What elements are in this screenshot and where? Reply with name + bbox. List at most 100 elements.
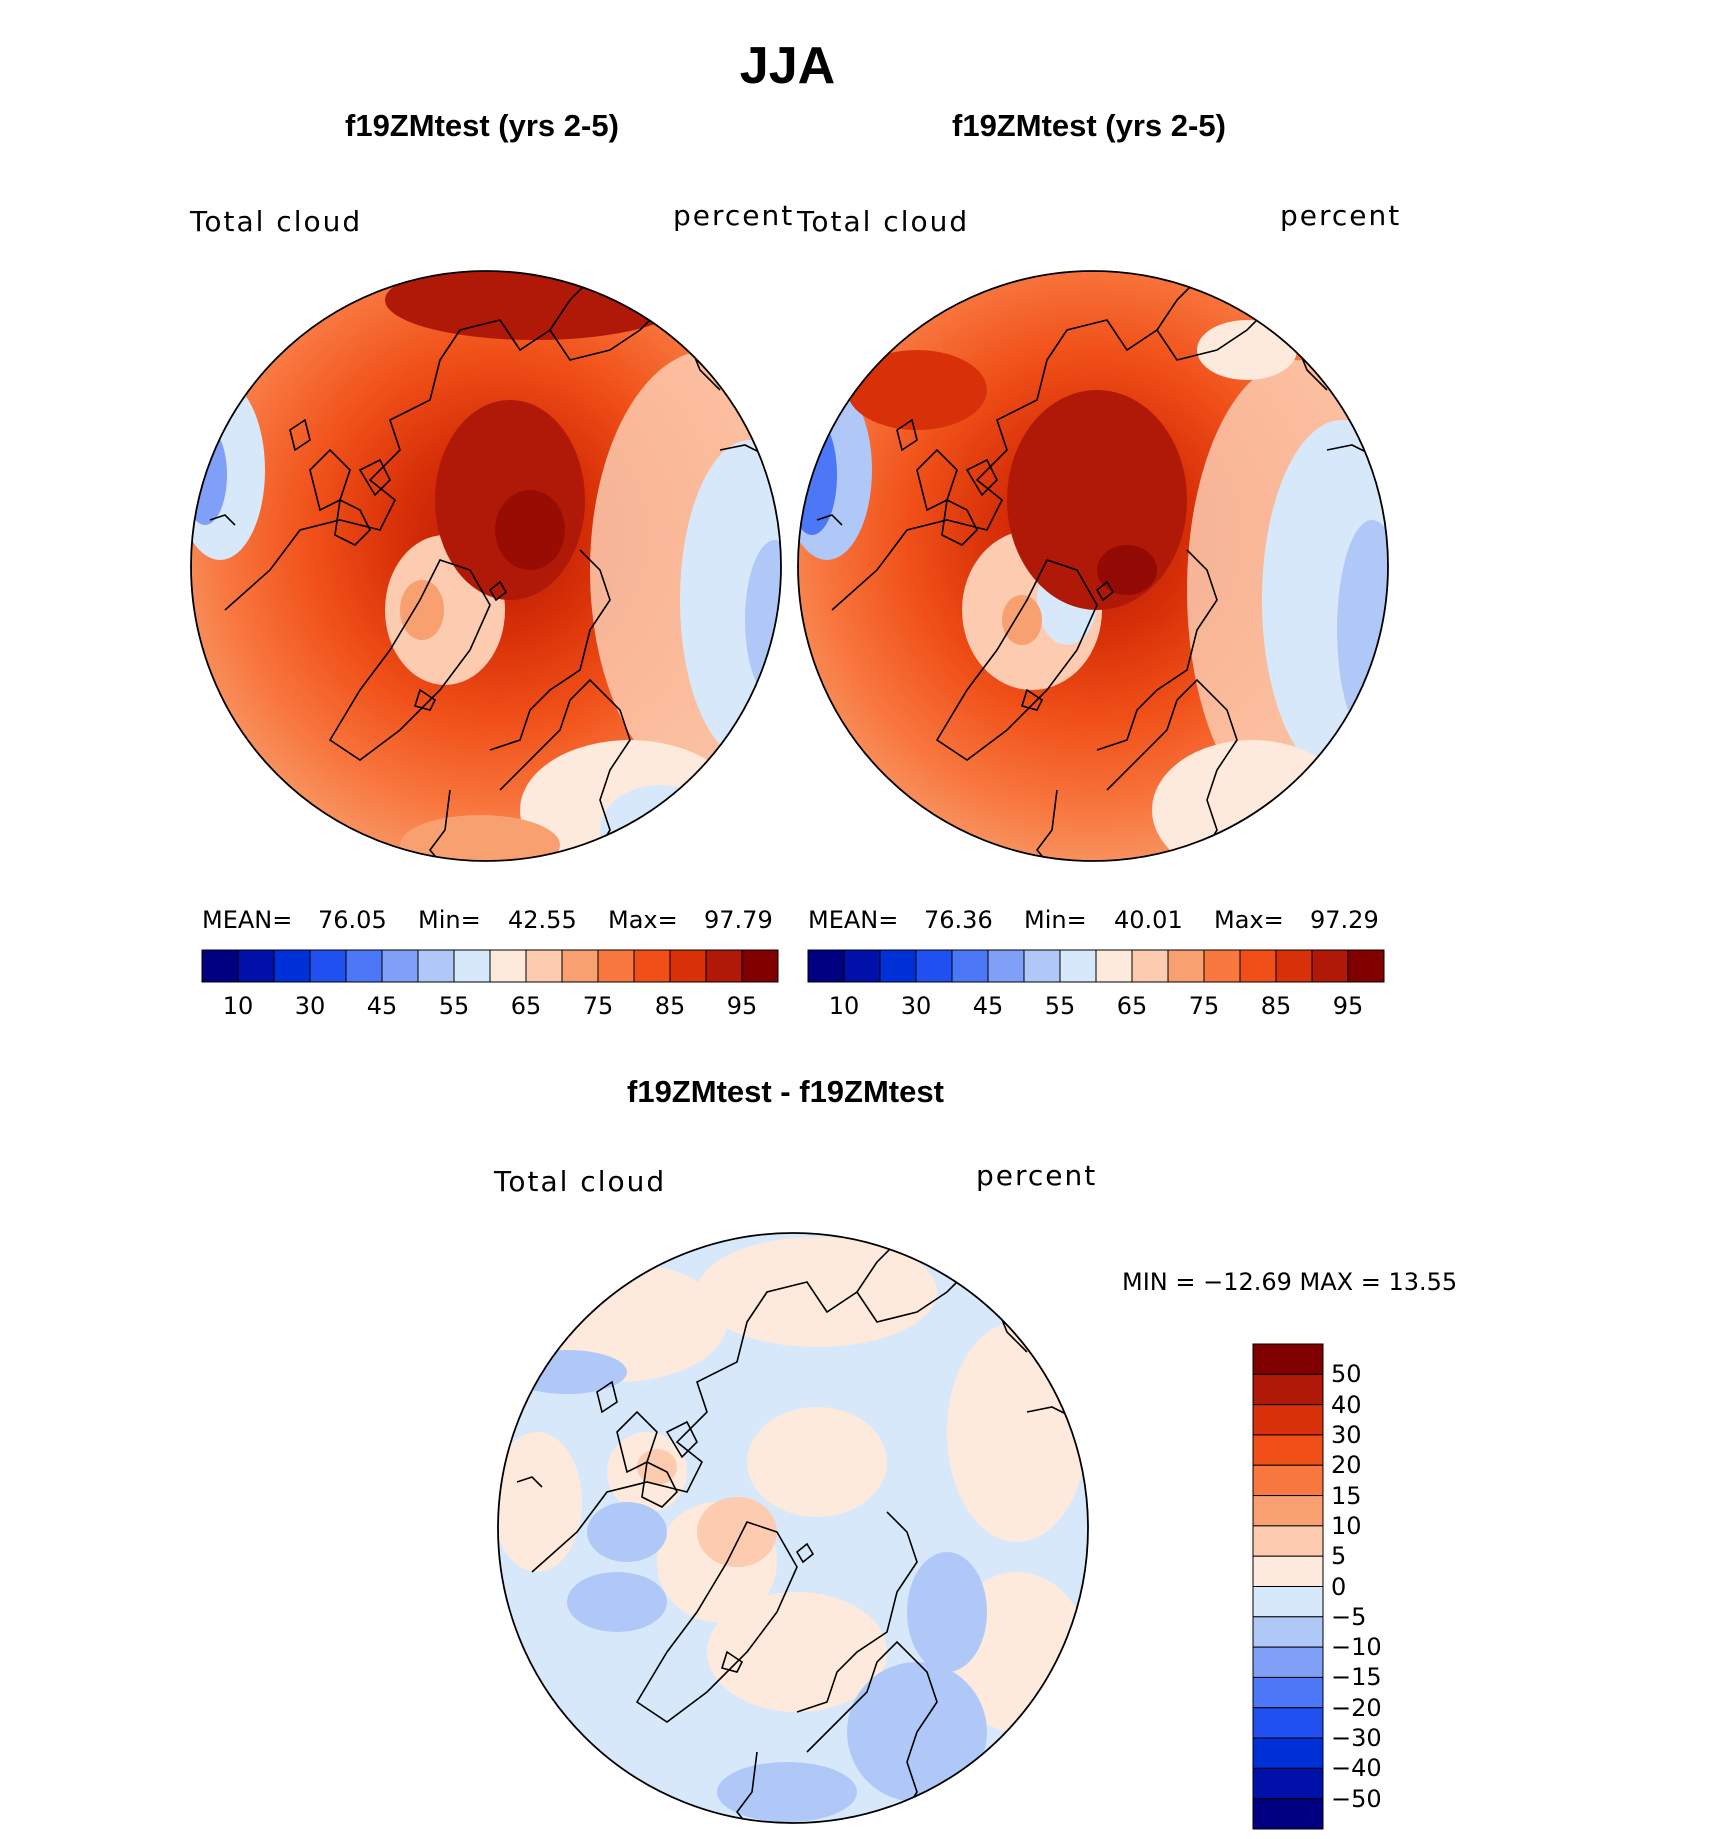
colorbar-swatch	[597, 949, 635, 983]
colorbar-swatch	[1252, 1646, 1324, 1678]
colorbar-swatch	[1023, 949, 1061, 983]
panel-1-variable: Total cloud	[190, 205, 363, 238]
colorbar-tick-label: −50	[1331, 1784, 1382, 1813]
colorbar-swatch	[489, 949, 527, 983]
colorbar-swatch	[879, 949, 917, 983]
panel-2-min-label: Min=	[1024, 906, 1087, 934]
colorbar-swatch	[807, 949, 845, 983]
colorbar-swatch	[201, 949, 239, 983]
colorbar-swatch	[1252, 1495, 1324, 1527]
colorbar-swatch	[951, 949, 989, 983]
colorbar-swatch	[1252, 1798, 1324, 1830]
colorbar-tick-label: 30	[1331, 1420, 1362, 1449]
colorbar-swatch	[1095, 949, 1133, 983]
colorbar-tick-label: 45	[366, 992, 398, 1020]
panel-2-max-label: Max=	[1214, 906, 1284, 934]
colorbar-tick-label: 55	[1044, 992, 1076, 1020]
colorbar-swatch	[1252, 1676, 1324, 1709]
panel-2-min-value: 40.01	[1114, 906, 1183, 934]
colorbar-swatch	[1203, 949, 1241, 983]
colorbar-swatch	[453, 949, 491, 983]
colorbar-swatch	[1131, 949, 1169, 983]
colorbar-tick-label: 65	[510, 992, 542, 1020]
panel-1-max-value: 97.79	[704, 906, 773, 934]
colorbar-swatch	[915, 949, 953, 983]
colorbar-tick-label: 50	[1331, 1360, 1362, 1389]
colorbar-tick-label: 10	[828, 992, 860, 1020]
colorbar-tick-label: 55	[438, 992, 470, 1020]
colorbar-swatch	[633, 949, 671, 983]
colorbar-swatch	[1252, 1404, 1324, 1436]
colorbar-swatch	[309, 949, 347, 983]
colorbar-swatch	[525, 949, 563, 983]
colorbar-swatch	[345, 949, 383, 983]
panel-2-title: f19ZMtest (yrs 2-5)	[952, 108, 1226, 143]
diff-polar-map	[497, 1232, 1089, 1824]
colorbar-swatch	[1252, 1737, 1324, 1769]
diff-units: percent	[976, 1159, 1098, 1192]
colorbar-swatch	[381, 949, 419, 983]
panel-1-title: f19ZMtest (yrs 2-5)	[345, 108, 619, 143]
colorbar-tick-label: 0	[1331, 1572, 1347, 1601]
colorbar-swatch	[1252, 1464, 1324, 1497]
colorbar-swatch	[417, 949, 455, 983]
colorbar-swatch	[1167, 949, 1205, 983]
panel-2-mean-value: 76.36	[924, 906, 993, 934]
colorbar-swatch	[1252, 1586, 1324, 1618]
panel-2-polar-map	[797, 270, 1389, 862]
panel-2-colorbar	[807, 949, 1385, 983]
colorbar-tick-label: 65	[1116, 992, 1148, 1020]
colorbar-tick-label: −20	[1331, 1693, 1382, 1722]
colorbar-tick-label: 95	[1332, 992, 1364, 1020]
panel-2-mean-label: MEAN=	[808, 906, 899, 934]
colorbar-tick-label: 20	[1331, 1451, 1362, 1480]
colorbar-swatch	[1252, 1343, 1324, 1375]
panel-1-mean-value: 76.05	[318, 906, 387, 934]
colorbar-swatch	[1252, 1373, 1324, 1406]
colorbar-swatch	[1252, 1525, 1324, 1557]
colorbar-swatch	[669, 949, 707, 983]
diff-minmax: MIN = −12.69 MAX = 13.55	[1122, 1268, 1458, 1296]
panel-1-units: percent	[673, 199, 795, 232]
panel-1-min-value: 42.55	[508, 906, 577, 934]
panel-1-mean-label: MEAN=	[202, 906, 293, 934]
colorbar-tick-label: −40	[1331, 1754, 1382, 1783]
colorbar-tick-label: 95	[726, 992, 758, 1020]
panel-1-max-label: Max=	[608, 906, 678, 934]
colorbar-swatch	[987, 949, 1025, 983]
colorbar-tick-label: −30	[1331, 1724, 1382, 1753]
diff-colorbar	[1252, 1343, 1324, 1830]
colorbar-tick-label: 75	[582, 992, 614, 1020]
colorbar-tick-label: 85	[654, 992, 686, 1020]
colorbar-swatch	[1347, 949, 1385, 983]
colorbar-swatch	[741, 949, 779, 983]
colorbar-swatch	[1311, 949, 1349, 983]
colorbar-tick-label: 30	[294, 992, 326, 1020]
colorbar-tick-label: 5	[1331, 1542, 1347, 1571]
colorbar-tick-label: 75	[1188, 992, 1220, 1020]
panel-1-polar-map	[190, 270, 782, 862]
colorbar-tick-label: −15	[1331, 1663, 1382, 1692]
colorbar-tick-label: 40	[1331, 1390, 1362, 1419]
colorbar-swatch	[705, 949, 743, 983]
diff-title: f19ZMtest - f19ZMtest	[627, 1074, 944, 1109]
colorbar-swatch	[1275, 949, 1313, 983]
colorbar-tick-label: −5	[1331, 1602, 1367, 1631]
colorbar-swatch	[843, 949, 881, 983]
colorbar-swatch	[1252, 1707, 1324, 1739]
colorbar-tick-label: 45	[972, 992, 1004, 1020]
colorbar-swatch	[1252, 1767, 1324, 1800]
colorbar-swatch	[1252, 1434, 1324, 1466]
colorbar-swatch	[237, 949, 275, 983]
colorbar-swatch	[1239, 949, 1277, 983]
colorbar-tick-label: −10	[1331, 1633, 1382, 1662]
colorbar-swatch	[1252, 1555, 1324, 1587]
panel-1-colorbar	[201, 949, 779, 983]
colorbar-tick-label: 30	[900, 992, 932, 1020]
colorbar-swatch	[561, 949, 599, 983]
figure-title: JJA	[739, 37, 836, 95]
panel-2-variable: Total cloud	[797, 205, 970, 238]
colorbar-tick-label: 10	[1331, 1511, 1362, 1540]
colorbar-tick-label: 15	[1331, 1481, 1362, 1510]
panel-1-min-label: Min=	[418, 906, 481, 934]
